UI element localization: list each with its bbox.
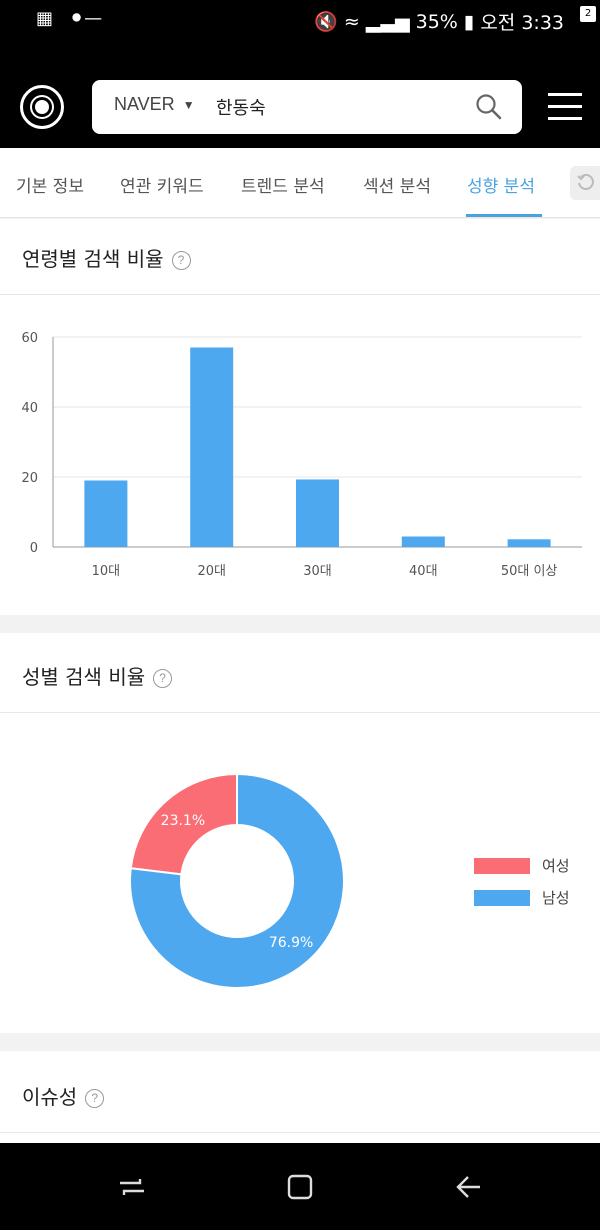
y-tick-label: 20 (21, 471, 38, 486)
y-tick-label: 0 (30, 541, 38, 556)
notification-count-badge: 2 (580, 6, 596, 22)
donut-slice-male (129, 772, 345, 989)
gender-ratio-title: 성별 검색 비율 (22, 665, 146, 689)
tab-tendency-analysis[interactable]: 성향 분석 (467, 177, 535, 197)
issue-header: 이슈성? (0, 1051, 600, 1133)
history-icon[interactable] (570, 166, 600, 200)
search-box[interactable]: NAVER ▼ 한동숙 (92, 80, 522, 134)
age-ratio-title: 연령별 검색 비율 (22, 247, 164, 271)
x-tick-label: 30대 (303, 564, 332, 579)
home-icon[interactable] (282, 1169, 318, 1205)
legend-swatch-male (474, 889, 530, 906)
age-bar-chart: 0 20 40 60 10대 20대 30대 40대 50대 이상 (21, 331, 582, 579)
legend-label-male: 남성 (542, 889, 570, 907)
top-bar: NAVER ▼ 한동숙 (0, 40, 600, 148)
gender-donut-chart: 23.1% 76.9% (129, 772, 345, 989)
x-tick-label: 10대 (92, 564, 121, 579)
x-tick-label: 50대 이상 (501, 564, 558, 579)
age-ratio-card: 연령별 검색 비율? 0 20 40 60 10대 20대 30대 40대 50대 이상 (0, 219, 600, 615)
app-notification-icon: ▦ (36, 8, 54, 29)
mute-icon: 🔇 (314, 11, 338, 33)
issue-card: 이슈성? (0, 1051, 600, 1143)
x-tick-label: 40대 (409, 564, 438, 579)
help-icon[interactable]: ? (153, 669, 173, 688)
app-logo-icon[interactable] (20, 85, 64, 129)
search-icon[interactable] (474, 92, 504, 122)
gender-ratio-card: 성별 검색 비율? 23.1% 76.9% 여성 남성 (0, 633, 600, 1033)
tab-section-analysis[interactable]: 섹션 분석 (363, 177, 431, 197)
battery-percent: 35% (415, 10, 458, 33)
help-icon[interactable]: ? (171, 251, 191, 270)
bar-3 (296, 479, 339, 547)
search-engine-select[interactable]: NAVER ▼ (114, 94, 195, 115)
menu-icon[interactable] (548, 93, 582, 121)
clock: 오전 3:33 (480, 12, 564, 34)
legend-label-female: 여성 (542, 857, 570, 875)
wifi-icon: ≈ (343, 10, 360, 33)
tab-related-keywords[interactable]: 연관 키워드 (120, 177, 204, 197)
tab-basic-info[interactable]: 기본 정보 (16, 177, 84, 197)
tab-bar: 기본 정보 연관 키워드 트렌드 분석 섹션 분석 성향 분석 (0, 148, 600, 218)
x-tick-label: 20대 (197, 564, 226, 579)
bar-1 (84, 480, 128, 547)
bar-2 (190, 347, 234, 547)
search-engine-label: NAVER (114, 94, 175, 114)
bar-5 (507, 539, 551, 547)
issue-title: 이슈성 (22, 1085, 78, 1109)
back-icon[interactable] (450, 1169, 486, 1205)
system-nav-bar (0, 1143, 600, 1230)
recent-apps-icon[interactable] (114, 1169, 150, 1205)
battery-icon: ▮ (463, 10, 475, 33)
chevron-down-icon: ▼ (182, 97, 195, 112)
search-input[interactable]: 한동숙 (216, 98, 266, 119)
active-tab-indicator (466, 214, 542, 217)
bar-4 (401, 536, 445, 547)
status-right: 🔇 ≈ ▂▃▅ 35% ▮ 오전 3:33 (314, 8, 564, 35)
tab-trend-analysis[interactable]: 트렌드 분석 (241, 177, 325, 197)
age-ratio-header: 연령별 검색 비율? (0, 219, 600, 295)
donut-slice-female (129, 772, 238, 876)
donut-value-label: 76.9% (269, 935, 313, 951)
donut-value-label: 23.1% (161, 813, 205, 829)
y-tick-label: 40 (21, 401, 38, 416)
signal-icon: ▂▃▅ (365, 10, 410, 33)
gender-ratio-header: 성별 검색 비율? (0, 633, 600, 713)
status-bar: ▦ ⚫— 🔇 ≈ ▂▃▅ 35% ▮ 오전 3:33 2 (0, 0, 600, 40)
legend-item-male: 남성 (474, 887, 570, 908)
legend-item-female: 여성 (474, 855, 570, 876)
help-icon[interactable]: ? (85, 1089, 105, 1108)
key-icon: ⚫— (69, 8, 103, 29)
legend-swatch-female (474, 857, 530, 874)
y-tick-label: 60 (21, 331, 38, 346)
status-left-icons: ▦ ⚫— (36, 8, 102, 29)
